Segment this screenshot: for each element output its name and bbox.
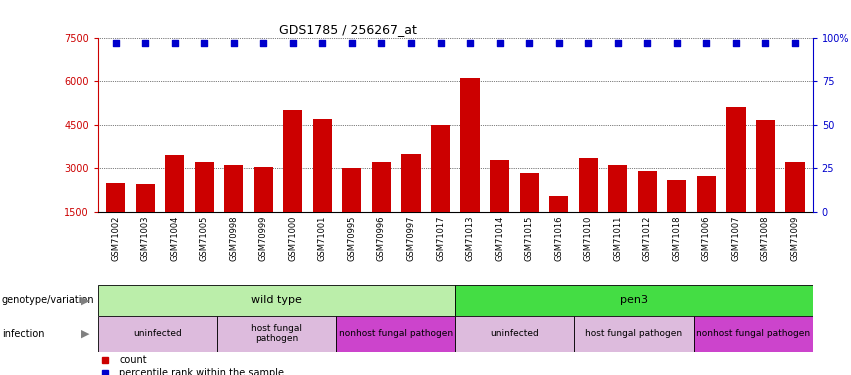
Text: GSM71011: GSM71011 xyxy=(614,216,622,261)
Text: nonhost fungal pathogen: nonhost fungal pathogen xyxy=(339,329,453,338)
Bar xyxy=(785,162,804,255)
Text: GSM71012: GSM71012 xyxy=(643,216,652,261)
Point xyxy=(286,40,300,46)
Point xyxy=(404,40,418,46)
Bar xyxy=(135,184,155,255)
Text: host fungal
pathogen: host fungal pathogen xyxy=(251,324,302,344)
Bar xyxy=(195,162,214,255)
Bar xyxy=(165,155,185,255)
Bar xyxy=(455,316,574,352)
Text: GSM71009: GSM71009 xyxy=(791,216,799,261)
Point xyxy=(256,40,270,46)
Bar xyxy=(455,285,813,316)
Point xyxy=(227,40,241,46)
Bar xyxy=(637,171,657,255)
Text: GSM70999: GSM70999 xyxy=(259,216,268,261)
Bar xyxy=(431,124,450,255)
Point xyxy=(758,40,772,46)
Text: uninfected: uninfected xyxy=(490,329,540,338)
Bar xyxy=(460,78,480,255)
Point xyxy=(434,40,448,46)
Text: uninfected: uninfected xyxy=(133,329,182,338)
Text: count: count xyxy=(119,355,147,365)
Text: GSM71005: GSM71005 xyxy=(200,216,208,261)
Text: GSM70996: GSM70996 xyxy=(377,216,386,261)
Bar xyxy=(697,176,716,255)
Bar xyxy=(106,183,125,255)
Text: nonhost fungal pathogen: nonhost fungal pathogen xyxy=(696,329,810,338)
Point xyxy=(670,40,683,46)
Point xyxy=(788,40,802,46)
Point xyxy=(641,40,654,46)
Point xyxy=(168,40,181,46)
Bar xyxy=(574,316,694,352)
Text: GSM71013: GSM71013 xyxy=(465,216,475,261)
Text: genotype/variation: genotype/variation xyxy=(2,296,94,305)
Text: GSM71016: GSM71016 xyxy=(554,216,563,261)
Text: ▶: ▶ xyxy=(81,296,89,305)
Bar xyxy=(342,168,362,255)
Text: wild type: wild type xyxy=(251,296,302,305)
Bar xyxy=(519,172,539,255)
Point xyxy=(700,40,713,46)
Point xyxy=(346,40,359,46)
Text: GSM71001: GSM71001 xyxy=(318,216,327,261)
Bar xyxy=(372,162,391,255)
Text: ▶: ▶ xyxy=(81,329,89,339)
Text: pen3: pen3 xyxy=(620,296,648,305)
Bar xyxy=(490,160,509,255)
Bar xyxy=(283,110,302,255)
Bar xyxy=(254,167,273,255)
Bar xyxy=(98,316,217,352)
Text: host fungal pathogen: host fungal pathogen xyxy=(585,329,683,338)
Bar xyxy=(336,316,455,352)
Bar xyxy=(224,165,243,255)
Text: GSM70997: GSM70997 xyxy=(407,216,415,261)
Point xyxy=(729,40,743,46)
Bar xyxy=(726,107,745,255)
Text: GSM71000: GSM71000 xyxy=(288,216,297,261)
Bar xyxy=(98,285,455,316)
Bar xyxy=(313,119,332,255)
Text: GSM71015: GSM71015 xyxy=(524,216,534,261)
Point xyxy=(611,40,625,46)
Point xyxy=(581,40,595,46)
Point xyxy=(463,40,477,46)
Title: GDS1785 / 256267_at: GDS1785 / 256267_at xyxy=(279,23,417,36)
Bar xyxy=(579,158,597,255)
Text: GSM71006: GSM71006 xyxy=(702,216,711,261)
Bar xyxy=(402,154,420,255)
Point xyxy=(316,40,329,46)
Bar xyxy=(756,120,775,255)
Text: GSM70995: GSM70995 xyxy=(347,216,357,261)
Text: GSM71018: GSM71018 xyxy=(672,216,682,261)
Text: GSM71008: GSM71008 xyxy=(761,216,770,261)
Text: infection: infection xyxy=(2,329,44,339)
Text: percentile rank within the sample: percentile rank within the sample xyxy=(119,368,284,375)
Text: GSM71007: GSM71007 xyxy=(731,216,740,261)
Point xyxy=(374,40,388,46)
Bar xyxy=(217,316,336,352)
Point xyxy=(493,40,506,46)
Text: GSM71010: GSM71010 xyxy=(584,216,592,261)
Point xyxy=(551,40,565,46)
Point xyxy=(523,40,536,46)
Bar xyxy=(667,180,687,255)
Point xyxy=(139,40,152,46)
Point xyxy=(197,40,211,46)
Text: GSM71002: GSM71002 xyxy=(111,216,120,261)
Bar xyxy=(549,196,568,255)
Text: GSM71017: GSM71017 xyxy=(436,216,445,261)
Point xyxy=(109,40,123,46)
Text: GSM71003: GSM71003 xyxy=(140,216,150,261)
Text: GSM71014: GSM71014 xyxy=(495,216,504,261)
Text: GSM70998: GSM70998 xyxy=(229,216,238,261)
Text: GSM71004: GSM71004 xyxy=(170,216,180,261)
Bar xyxy=(608,165,627,255)
Bar xyxy=(694,316,813,352)
